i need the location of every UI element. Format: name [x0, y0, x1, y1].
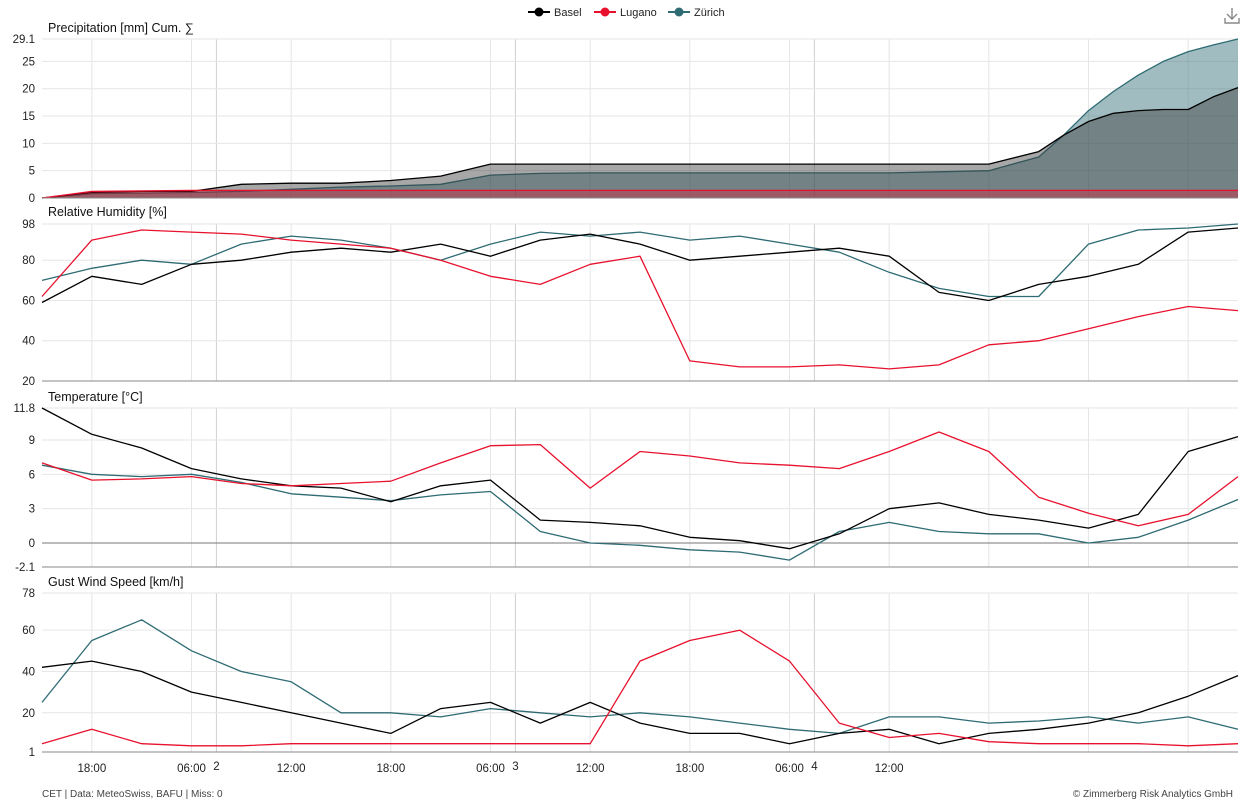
series-line-basel	[41, 227, 1239, 304]
panel-title: Temperature [°C]	[48, 390, 143, 404]
legend-item-basel[interactable]: Basel	[528, 7, 582, 19]
y-tick-label: 3	[29, 504, 35, 516]
legend: Basel Lugano Zürich	[528, 7, 725, 19]
y-tick-label: 10	[22, 138, 35, 150]
series-line-lugano	[41, 629, 1239, 747]
legend-item-zurich[interactable]: Zürich	[668, 7, 725, 19]
y-tick-label: 20	[22, 84, 35, 96]
x-day-label: 2	[213, 761, 219, 773]
panel-3: 11.8 9 6 3 0 -2.1 Temperature [°C]	[13, 390, 1239, 574]
legend-label: Basel	[554, 7, 582, 19]
y-tick-label: 9	[29, 435, 35, 447]
panel-title: Relative Humidity [%]	[48, 205, 167, 219]
y-tick-label: -2.1	[15, 562, 35, 574]
y-tick-label: 1	[29, 747, 35, 759]
series-line-zurich	[41, 464, 1239, 561]
y-tick-label: 0	[29, 193, 35, 205]
x-tick-label: 06:00	[476, 763, 505, 775]
y-tick-label: 29.1	[13, 34, 35, 46]
legend-label: Zürich	[694, 7, 725, 19]
x-tick-label: 18:00	[77, 763, 106, 775]
series-line-lugano	[41, 431, 1239, 527]
series-line-lugano	[41, 189, 1238, 199]
footer-source: CET | Data: MeteoSwiss, BAFU | Miss: 0	[42, 789, 223, 800]
x-day-label: 4	[811, 761, 818, 773]
series-line-basel	[41, 86, 1239, 199]
x-tick-label: 18:00	[675, 763, 704, 775]
x-day-label: 3	[512, 761, 518, 773]
series-line-basel	[41, 407, 1239, 550]
panel-1: 29.1 25 20 15 10 5 0 Precipitation [mm] Cum. ∑	[13, 21, 1239, 205]
panel-title: Precipitation [mm] Cum. ∑	[48, 21, 194, 35]
y-tick-label: 0	[29, 538, 35, 550]
series-line-basel	[41, 660, 1239, 745]
y-tick-label: 6	[29, 469, 35, 481]
download-icon[interactable]	[1222, 6, 1242, 26]
footer-copyright: © Zimmerberg Risk Analytics GmbH	[1073, 789, 1233, 800]
y-tick-label: 25	[22, 56, 35, 68]
area-zurich	[42, 39, 1238, 198]
x-tick-label: 18:00	[376, 763, 405, 775]
area-lugano	[42, 190, 1238, 198]
y-tick-label: 40	[22, 336, 35, 348]
x-tick-label: 06:00	[177, 763, 206, 775]
x-axis: 18:00 2 06:00 12:00 18:00 3 06:00 12:00 18:00 4 06…	[77, 761, 903, 775]
y-tick-label: 11.8	[13, 403, 35, 415]
y-tick-label: 5	[29, 166, 35, 178]
series-line-zurich	[41, 619, 1239, 735]
y-tick-label: 98	[22, 219, 35, 231]
panel-4: 78 60 40 20 1 Gust Wind Speed [km/h]	[22, 575, 1239, 759]
series-line-lugano	[41, 229, 1239, 370]
y-tick-label: 80	[22, 255, 35, 267]
series-line-zurich	[41, 223, 1239, 298]
x-tick-label: 12:00	[576, 763, 605, 775]
y-tick-label: 60	[22, 625, 35, 637]
y-tick-label: 20	[22, 708, 35, 720]
area-basel	[42, 87, 1238, 198]
y-tick-label: 60	[22, 295, 35, 307]
legend-item-lugano[interactable]: Lugano	[594, 7, 657, 19]
panel-2: 98 80 60 40 20 Relative Humidity [%]	[22, 205, 1239, 388]
y-tick-label: 20	[22, 376, 35, 388]
y-tick-label: 78	[22, 588, 35, 600]
panel-title: Gust Wind Speed [km/h]	[48, 575, 183, 589]
x-tick-label: 12:00	[277, 763, 306, 775]
x-tick-label: 06:00	[775, 763, 804, 775]
y-tick-label: 15	[22, 111, 35, 123]
y-tick-label: 40	[22, 666, 35, 678]
legend-label: Lugano	[620, 7, 657, 19]
x-tick-label: 12:00	[875, 763, 904, 775]
